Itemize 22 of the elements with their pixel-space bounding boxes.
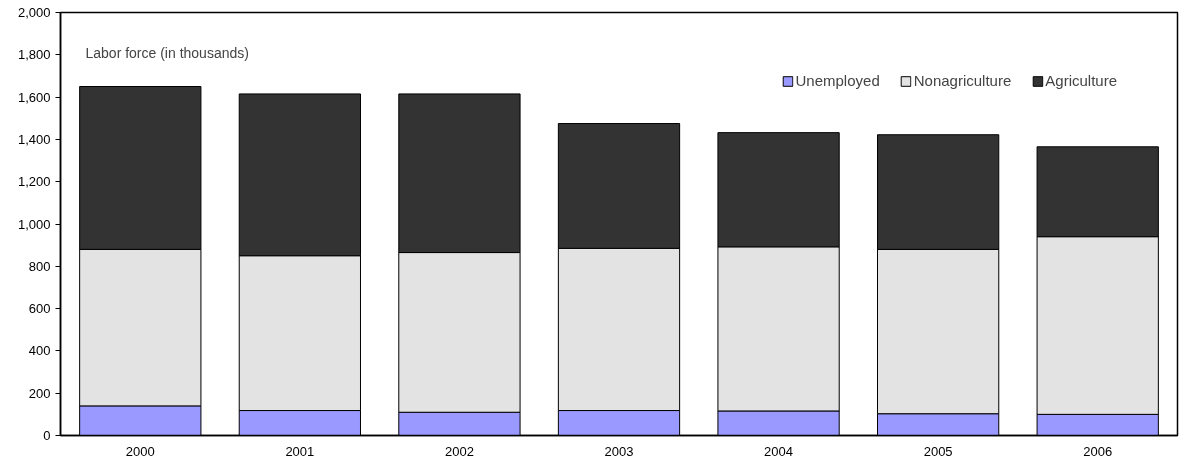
y-tick-label: 1,800 [17,47,51,63]
y-tick-label: 0 [43,428,51,443]
y-tick-label: 2,000 [17,5,51,20]
x-tick-label: 2006 [1083,443,1113,459]
legend-label: Unemployed [795,72,880,89]
x-tick-label: 2003 [604,443,634,459]
y-tick-label: 1,200 [17,174,51,190]
y-tick-label: 1,400 [17,131,51,147]
x-tick-label: 2001 [285,443,315,459]
y-tick-label: 1,000 [17,216,51,232]
legend-label: Nonagriculture [913,72,1012,89]
x-tick-label: 2000 [125,443,155,459]
y-tick-label: 600 [28,301,51,317]
x-tick-label: 2004 [764,443,794,459]
x-tick-label: 2005 [923,443,953,459]
annotation: Labor force (in thousands) [85,44,249,61]
y-tick-label: 400 [28,343,51,359]
y-tick-label: 800 [28,258,51,274]
legend-label: Agriculture [1045,72,1117,89]
y-tick-label: 200 [28,385,51,401]
y-tick-label: 1,600 [17,89,51,105]
x-tick-label: 2002 [444,443,474,459]
